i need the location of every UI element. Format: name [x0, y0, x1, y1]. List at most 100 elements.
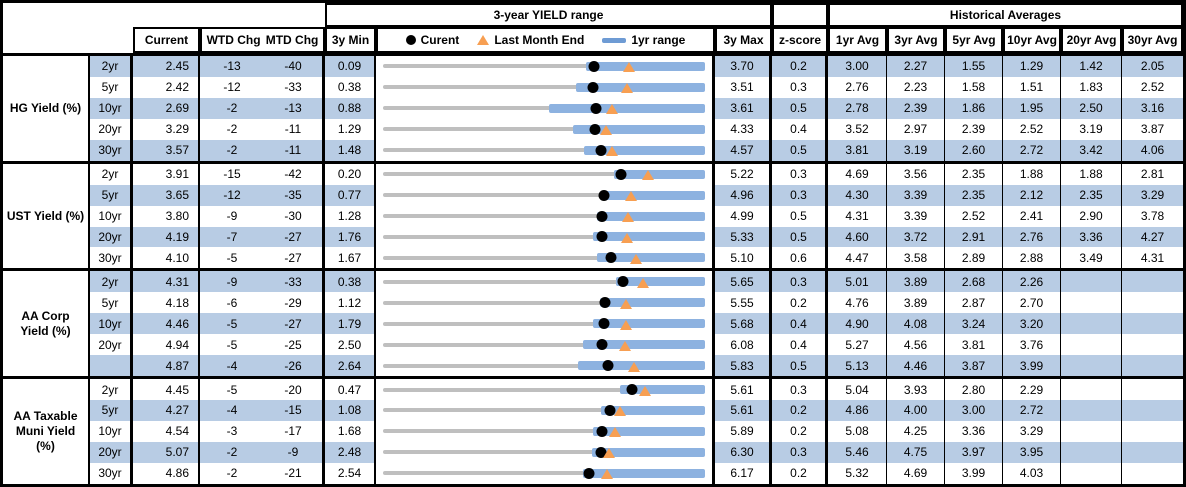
avg-cell-1yr: 4.47: [828, 247, 887, 269]
tenor-cell: 2yr: [90, 56, 133, 77]
group-label: AA Corp Yield (%): [3, 271, 90, 377]
avg-cell-20yr: 3.42: [1061, 139, 1122, 161]
zscore-group-header-empty: [772, 3, 828, 27]
range-1yr-bar: [600, 190, 705, 200]
mtd-chg-cell: -11: [264, 118, 325, 140]
range-chart: [376, 462, 715, 484]
wtd-chg-cell: -5: [200, 334, 264, 356]
avg-cell-10yr: 3.99: [1003, 355, 1061, 377]
current-dot-icon: [626, 384, 638, 396]
avg-cell-1yr: 2.76: [828, 76, 887, 98]
range-chart-zone: [383, 140, 705, 161]
zscore-cell: 0.6: [772, 247, 828, 269]
range-3y-track: [383, 106, 705, 111]
current-cell: 4.46: [133, 313, 200, 335]
mtd-chg-cell: -33: [264, 76, 325, 98]
max-3y-cell: 4.99: [715, 205, 772, 227]
avg-cell-30yr: 3.16: [1122, 97, 1183, 119]
range-chart-zone: [383, 206, 705, 227]
col-header-mtd: MTD Chg: [265, 33, 319, 47]
avg-cell-1yr: 4.76: [828, 292, 887, 314]
table-row: 30yr 4.86 -2 -21 2.54 6.17 0.2 5.32 4.69…: [90, 462, 1183, 484]
wtd-chg-cell: -15: [200, 163, 264, 185]
avg-cell-5yr: 1.58: [945, 76, 1003, 98]
avg-cell-3yr: 3.19: [887, 139, 945, 161]
avg-cell-30yr: [1122, 313, 1183, 335]
wtd-chg-cell: -5: [200, 313, 264, 335]
avg-cell-3yr: 4.08: [887, 313, 945, 335]
wtd-chg-cell: -4: [200, 355, 264, 377]
range-1yr-bar: [619, 385, 705, 395]
range-3y-track: [383, 408, 705, 413]
table-row: 10yr 3.80 -9 -30 1.28 4.99 0.5 4.31 3.39…: [90, 205, 1183, 227]
range-3y-track: [383, 148, 705, 153]
min-3y-cell: 1.68: [325, 420, 376, 442]
range-3y-track: [383, 342, 705, 347]
tenor-cell: 2yr: [90, 379, 133, 400]
col-header-10yr-avg: 10yr Avg: [1003, 27, 1061, 53]
range-1yr-bar: [577, 361, 705, 371]
current-dot-icon: [405, 35, 416, 45]
current-cell: 3.80: [133, 205, 200, 227]
range-3y-track: [383, 450, 705, 455]
avg-cell-20yr: 3.19: [1061, 118, 1122, 140]
mtd-chg-cell: -30: [264, 205, 325, 227]
avg-cell-20yr: [1061, 379, 1122, 400]
avg-cell-30yr: [1122, 355, 1183, 377]
min-3y-cell: 0.38: [325, 76, 376, 98]
tenor-cell: 30yr: [90, 462, 133, 484]
max-3y-cell: 5.65: [715, 271, 772, 293]
last-month-triangle-icon: [620, 319, 633, 330]
avg-cell-3yr: 3.39: [887, 184, 945, 206]
last-month-triangle-icon: [477, 35, 490, 45]
mtd-chg-cell: -33: [264, 271, 325, 293]
last-month-triangle-icon: [614, 406, 627, 417]
range-1yr-bar: [549, 103, 705, 113]
current-cell: 4.18: [133, 292, 200, 314]
range-chart-zone: [383, 421, 705, 442]
max-3y-cell: 5.61: [715, 379, 772, 400]
avg-cell-3yr: 3.93: [887, 379, 945, 400]
range-1yr-bar: [592, 447, 705, 457]
current-cell: 4.27: [133, 400, 200, 421]
range-1yr-bar: [615, 277, 705, 287]
max-3y-cell: 5.22: [715, 163, 772, 185]
last-month-triangle-icon: [623, 62, 636, 73]
avg-cell-5yr: 3.36: [945, 420, 1003, 442]
avg-cell-1yr: 5.13: [828, 355, 887, 377]
range-1yr-bar: [584, 145, 705, 155]
avg-cell-1yr: 4.31: [828, 205, 887, 227]
wtd-chg-cell: -4: [200, 400, 264, 421]
current-dot-icon: [583, 467, 595, 479]
zscore-cell: 0.3: [772, 441, 828, 463]
avg-cell-20yr: 2.50: [1061, 97, 1122, 119]
avg-cell-20yr: [1061, 441, 1122, 463]
range-chart-zone: [383, 334, 705, 355]
mtd-chg-cell: -15: [264, 400, 325, 421]
current-dot-icon: [587, 81, 599, 93]
tenor-cell: 30yr: [90, 139, 133, 161]
avg-cell-5yr: 2.39: [945, 118, 1003, 140]
avg-cell-1yr: 3.81: [828, 139, 887, 161]
zscore-cell: 0.4: [772, 334, 828, 356]
range-chart-zone: [383, 56, 705, 77]
avg-cell-30yr: [1122, 420, 1183, 442]
mtd-chg-cell: -11: [264, 139, 325, 161]
min-3y-cell: 0.38: [325, 271, 376, 293]
range-3y-track: [383, 387, 705, 392]
range-chart-zone: [383, 400, 705, 421]
range-chart: [376, 247, 715, 269]
avg-cell-5yr: 1.86: [945, 97, 1003, 119]
avg-cell-1yr: 5.01: [828, 271, 887, 293]
range-1yr-bar: [613, 169, 705, 179]
zscore-cell: 0.2: [772, 420, 828, 442]
last-month-triangle-icon: [608, 427, 621, 438]
legend-1yr-range-item: 1yr range: [602, 33, 685, 47]
table-row: 20yr 3.29 -2 -11 1.29 4.33 0.4 3.52 2.97…: [90, 118, 1183, 140]
current-dot-icon: [590, 102, 602, 114]
wtd-chg-cell: -5: [200, 379, 264, 400]
legend-last-month-label: Last Month End: [494, 33, 585, 47]
tenor-cell: 5yr: [90, 184, 133, 206]
min-3y-cell: 1.08: [325, 400, 376, 421]
wtd-chg-cell: -13: [200, 56, 264, 77]
